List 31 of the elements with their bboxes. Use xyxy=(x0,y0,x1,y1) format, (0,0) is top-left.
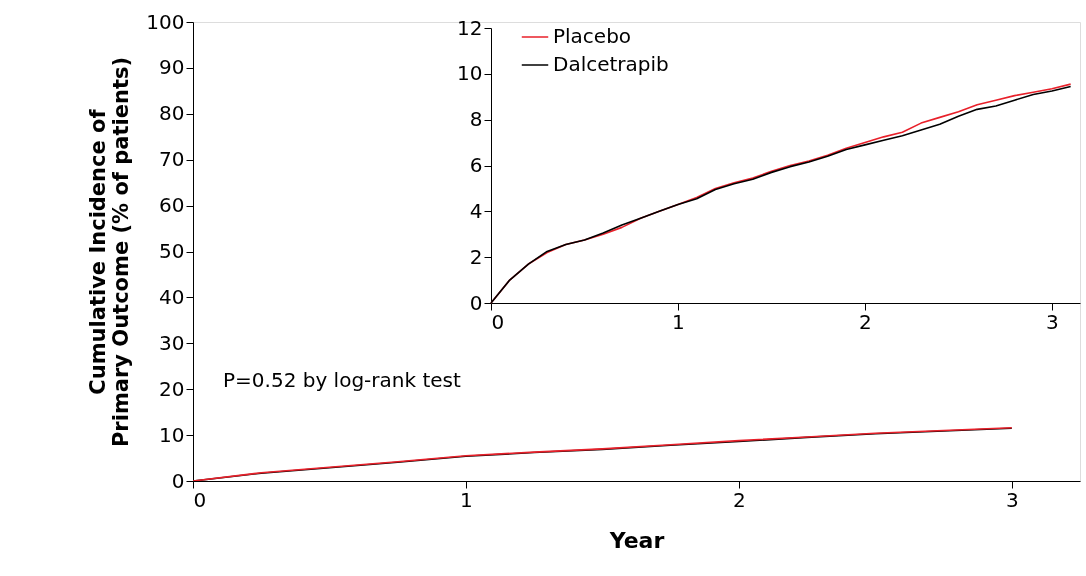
x-tick-label: 3 xyxy=(1005,487,1019,512)
y-tick-label: 70 xyxy=(159,147,185,172)
x-axis-title: Year xyxy=(608,527,665,553)
y-tick-label: 50 xyxy=(159,239,185,263)
x-tick-label: 1 xyxy=(460,487,473,512)
y-tick-label: 40 xyxy=(159,284,185,309)
legend-label: Dalcetrapib xyxy=(553,52,669,76)
y-tick-label: 10 xyxy=(159,422,185,447)
x-tick-label: 2 xyxy=(732,487,746,512)
legend-label: Placebo xyxy=(553,24,632,48)
y-tick-label: 12 xyxy=(457,15,483,40)
x-tick-label: 2 xyxy=(859,309,872,334)
y-tick-label: 80 xyxy=(159,101,185,126)
y-tick-label: 0 xyxy=(469,290,483,315)
x-tick-label: 3 xyxy=(1046,309,1059,334)
y-tick-label: 30 xyxy=(159,330,185,355)
x-tick-label: 1 xyxy=(672,309,685,334)
y-tick-label: 10 xyxy=(457,61,483,86)
y-tick-label: 6 xyxy=(469,153,483,177)
y-tick-label: 90 xyxy=(159,55,185,80)
y-axis-title: Cumulative Incidence of Primary Outcome (% of patients) xyxy=(86,56,134,448)
x-tick-label: 0 xyxy=(193,487,207,512)
y-tick-label: 60 xyxy=(159,193,185,218)
y-tick-label: 8 xyxy=(469,107,483,132)
y-tick-label: 100 xyxy=(146,9,185,34)
annotation: P=0.52 by log-rank test xyxy=(223,368,461,392)
y-tick-label: 2 xyxy=(469,244,483,269)
y-tick-label: 0 xyxy=(171,468,185,493)
x-tick-label: 0 xyxy=(491,309,505,334)
y-tick-label: 20 xyxy=(159,376,185,401)
y-tick-label: 4 xyxy=(469,198,483,223)
